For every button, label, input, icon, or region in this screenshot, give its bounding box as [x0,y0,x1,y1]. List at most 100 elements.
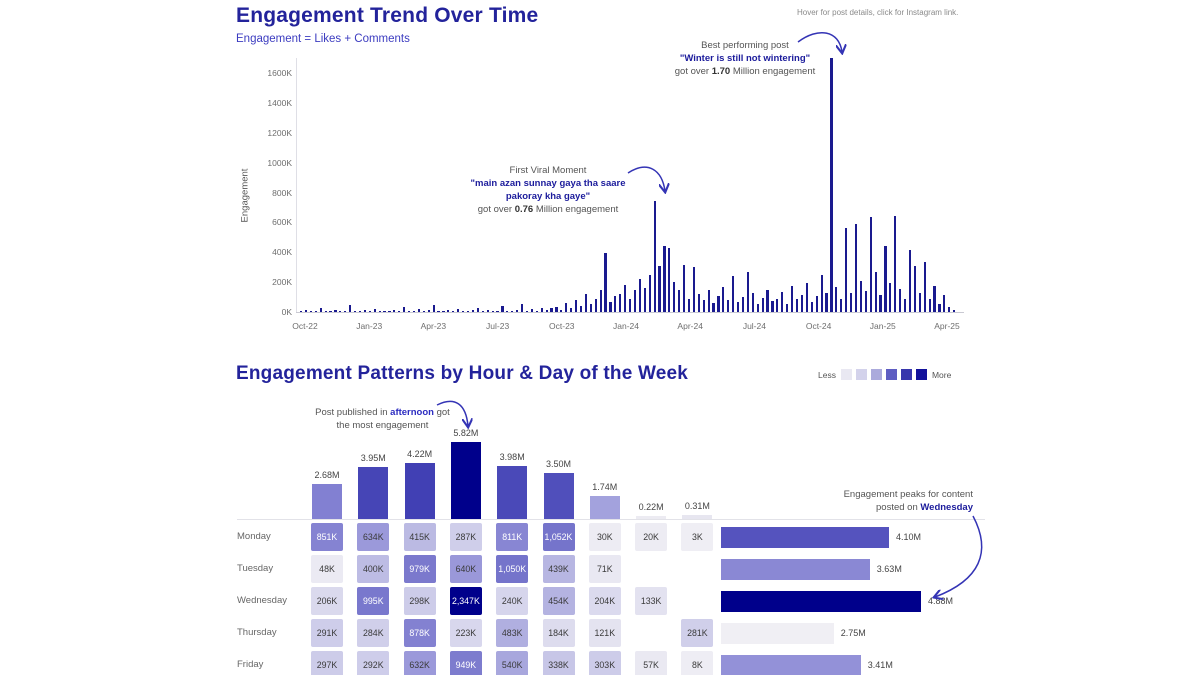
trend-bar[interactable] [761,297,764,312]
trend-bar[interactable] [633,289,637,312]
trend-bar[interactable] [329,311,332,312]
trend-bar[interactable] [668,247,671,312]
trend-bar[interactable] [737,301,740,312]
trend-bar[interactable] [849,293,853,312]
trend-bar[interactable] [874,271,877,312]
trend-bar[interactable] [894,216,897,312]
trend-bar[interactable] [928,299,931,312]
trend-bar[interactable] [913,266,916,312]
trend-bar[interactable] [525,311,529,312]
trend-bar[interactable] [496,311,499,312]
trend-bar[interactable] [398,311,401,312]
trend-bar[interactable] [899,288,902,312]
trend-bar[interactable] [933,285,936,312]
trend-bar[interactable] [501,306,504,312]
trend-bar[interactable] [324,311,327,312]
trend-bar[interactable] [629,298,632,312]
trend-bar[interactable] [648,274,651,312]
trend-bar[interactable] [791,285,794,312]
trend-bar[interactable] [800,294,804,312]
trend-bar[interactable] [638,279,641,312]
trend-bar[interactable] [589,303,592,312]
trend-bar[interactable] [678,289,681,312]
trend-bar[interactable] [383,310,386,312]
trend-bar[interactable] [412,310,416,312]
trend-bar[interactable] [368,311,371,312]
trend-bar[interactable] [766,290,769,312]
trend-bar[interactable] [511,311,514,312]
trend-bar[interactable] [683,264,686,312]
trend-bar[interactable] [579,306,583,312]
trend-bar[interactable] [442,310,445,312]
trend-bar[interactable] [727,300,730,312]
trend-bar[interactable] [570,308,573,312]
trend-bar[interactable] [565,303,568,312]
trend-bar[interactable] [584,294,587,312]
trend-bar[interactable] [462,311,465,312]
trend-bar[interactable] [776,299,779,312]
trend-bar[interactable] [344,310,347,312]
trend-bar[interactable] [349,305,352,312]
trend-bar[interactable] [756,303,759,312]
trend-bar[interactable] [948,306,951,312]
trend-bar[interactable] [869,217,872,312]
trend-bar[interactable] [810,302,813,312]
trend-bar[interactable] [354,311,357,312]
trend-bar[interactable] [437,311,440,312]
trend-bar[interactable] [673,282,676,312]
trend-bar[interactable] [447,309,450,312]
trend-bar[interactable] [903,299,907,312]
trend-bar[interactable] [918,293,921,312]
trend-bar[interactable] [550,307,553,312]
trend-bar[interactable] [854,223,858,312]
trend-bar[interactable] [574,300,578,312]
trend-bar[interactable] [820,275,823,312]
trend-bar[interactable] [432,304,435,312]
trend-bar[interactable] [845,228,848,312]
trend-bar[interactable] [614,295,617,312]
trend-bar[interactable] [422,311,425,312]
trend-bar[interactable] [520,303,524,312]
trend-bar[interactable] [830,58,833,312]
trend-bar[interactable] [953,309,956,312]
trend-bar[interactable] [506,310,509,312]
trend-bar[interactable] [923,261,926,312]
trend-bar[interactable] [840,299,843,312]
trend-bar[interactable] [417,309,421,312]
trend-bar[interactable] [781,291,784,312]
trend-bar[interactable] [663,245,666,312]
trend-bar[interactable] [864,291,867,312]
trend-bar[interactable] [815,296,818,312]
trend-bar[interactable] [604,253,607,312]
trend-bar[interactable] [859,280,862,312]
trend-bar[interactable] [373,309,376,312]
trend-bar[interactable] [619,294,622,312]
trend-bar[interactable] [624,285,627,312]
trend-bar[interactable] [309,311,312,312]
trend-bar[interactable] [884,245,887,312]
trend-bar[interactable] [555,306,558,312]
trend-bar[interactable] [707,289,710,312]
trend-bar[interactable] [540,308,543,312]
trend-bar[interactable] [530,309,533,312]
trend-bar[interactable] [943,294,946,312]
trend-bar[interactable] [476,307,479,312]
trend-bar[interactable] [403,306,406,312]
trend-bar[interactable] [697,294,700,312]
trend-bar[interactable] [300,311,303,312]
trend-bar[interactable] [334,309,337,312]
trend-bar[interactable] [491,310,494,312]
trend-bar[interactable] [471,310,475,312]
trend-bar[interactable] [314,310,317,312]
trend-bar[interactable] [388,311,391,312]
trend-bar[interactable] [702,300,705,312]
trend-bar[interactable] [319,307,322,312]
trend-bar[interactable] [751,292,754,312]
trend-bar[interactable] [835,286,838,312]
trend-bar[interactable] [643,288,646,312]
trend-bar[interactable] [408,311,411,312]
trend-bar[interactable] [722,286,725,312]
trend-plot[interactable] [297,58,963,312]
trend-bar[interactable] [692,267,696,312]
trend-bar[interactable] [687,298,691,312]
